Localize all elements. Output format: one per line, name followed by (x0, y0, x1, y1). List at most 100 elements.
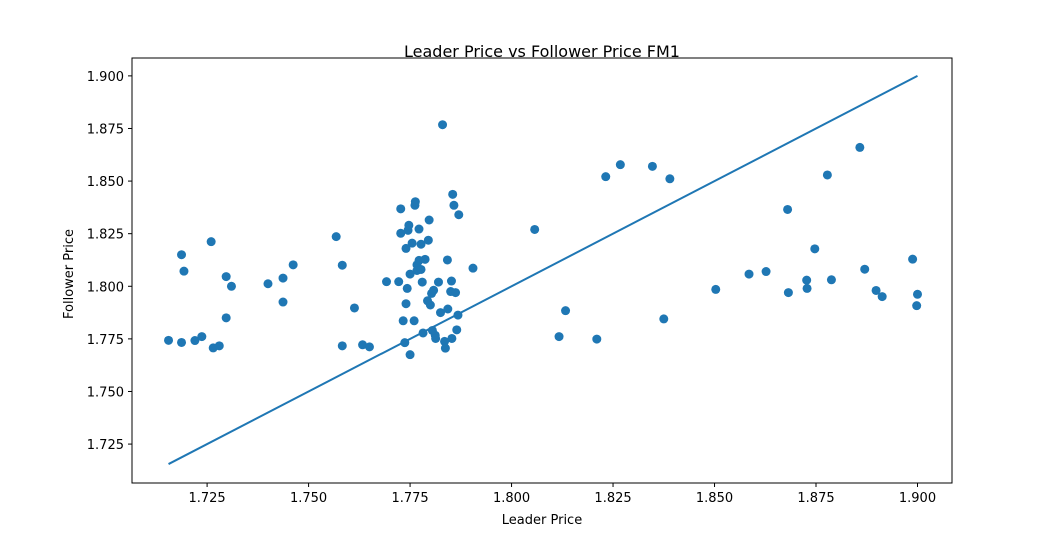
data-point (398, 316, 408, 326)
data-point (810, 244, 820, 254)
data-point (197, 332, 207, 342)
data-point (404, 220, 414, 230)
x-tick-label: 1.900 (899, 491, 936, 506)
data-point (364, 342, 374, 352)
data-point (451, 288, 461, 298)
data-point (449, 200, 459, 210)
data-point (402, 283, 412, 293)
x-tick-label: 1.875 (797, 491, 834, 506)
y-tick-label: 1.825 (87, 228, 124, 243)
data-point (420, 254, 430, 264)
data-point (448, 189, 458, 199)
data-point (382, 277, 392, 287)
x-tick-label: 1.850 (696, 491, 733, 506)
y-tick-label: 1.725 (87, 438, 124, 453)
data-point (452, 325, 462, 335)
data-point (331, 232, 341, 242)
x-tick-label: 1.725 (188, 491, 225, 506)
data-point (436, 308, 446, 318)
chart-title: Leader Price vs Follower Price FM1 (404, 42, 680, 61)
data-point (349, 303, 359, 313)
x-tick-label: 1.825 (594, 491, 631, 506)
data-point (431, 333, 441, 343)
data-point (554, 332, 564, 342)
data-point (665, 174, 675, 184)
data-point (871, 285, 881, 295)
data-point (561, 306, 571, 316)
y-tick-label: 1.900 (87, 70, 124, 85)
data-point (417, 277, 427, 287)
data-point (405, 269, 415, 279)
data-point (410, 197, 420, 207)
y-tick-label: 1.850 (87, 175, 124, 190)
data-point (396, 204, 406, 214)
data-point (447, 333, 457, 343)
y-tick-label: 1.750 (87, 385, 124, 400)
data-point (164, 335, 174, 345)
data-point (802, 275, 812, 285)
data-point (337, 341, 347, 351)
y-axis-label: Follower Price (62, 229, 77, 319)
data-point (429, 285, 439, 295)
data-point (418, 328, 428, 338)
data-point (416, 264, 426, 274)
data-point (659, 314, 669, 324)
x-tick-label: 1.775 (391, 491, 428, 506)
data-point (783, 204, 793, 214)
x-tick-label: 1.750 (290, 491, 327, 506)
data-point (401, 243, 411, 253)
data-point (409, 316, 419, 326)
reference-line (168, 74, 918, 465)
data-point (761, 267, 771, 277)
data-point (401, 299, 411, 309)
data-point (424, 215, 434, 225)
data-point (425, 300, 435, 310)
data-point (288, 260, 298, 270)
data-point (855, 142, 865, 152)
data-point (405, 350, 415, 360)
data-point (592, 334, 602, 344)
data-point (438, 120, 448, 130)
data-point (908, 254, 918, 264)
x-axis-label: Leader Price (502, 513, 582, 528)
data-point (221, 272, 231, 282)
data-point (442, 255, 452, 265)
data-point (711, 284, 721, 294)
data-point (358, 340, 368, 350)
data-point (912, 289, 922, 299)
data-point (278, 297, 288, 307)
data-point (826, 275, 836, 285)
data-point (530, 224, 540, 234)
data-point (423, 235, 433, 245)
data-point (177, 337, 187, 347)
data-point (802, 283, 812, 293)
data-point (453, 310, 463, 320)
data-point (440, 343, 450, 353)
data-point (407, 238, 417, 248)
data-point (468, 263, 478, 273)
data-point (877, 292, 887, 302)
data-point (214, 341, 224, 351)
data-point (396, 228, 406, 238)
data-point (744, 269, 754, 279)
data-point (433, 277, 443, 287)
data-point (647, 161, 657, 171)
data-point (190, 336, 200, 346)
plot-area (164, 74, 922, 465)
data-point (615, 160, 625, 170)
data-point (912, 301, 922, 311)
data-point (446, 276, 456, 286)
y-tick-label: 1.775 (87, 333, 124, 348)
data-point (454, 210, 464, 220)
data-point (263, 279, 273, 289)
data-point (443, 304, 453, 314)
data-point (179, 266, 189, 276)
data-point (440, 336, 450, 346)
data-point (337, 260, 347, 270)
data-point (226, 281, 236, 291)
data-point (177, 250, 187, 260)
data-point (221, 313, 231, 323)
data-point (822, 170, 832, 180)
